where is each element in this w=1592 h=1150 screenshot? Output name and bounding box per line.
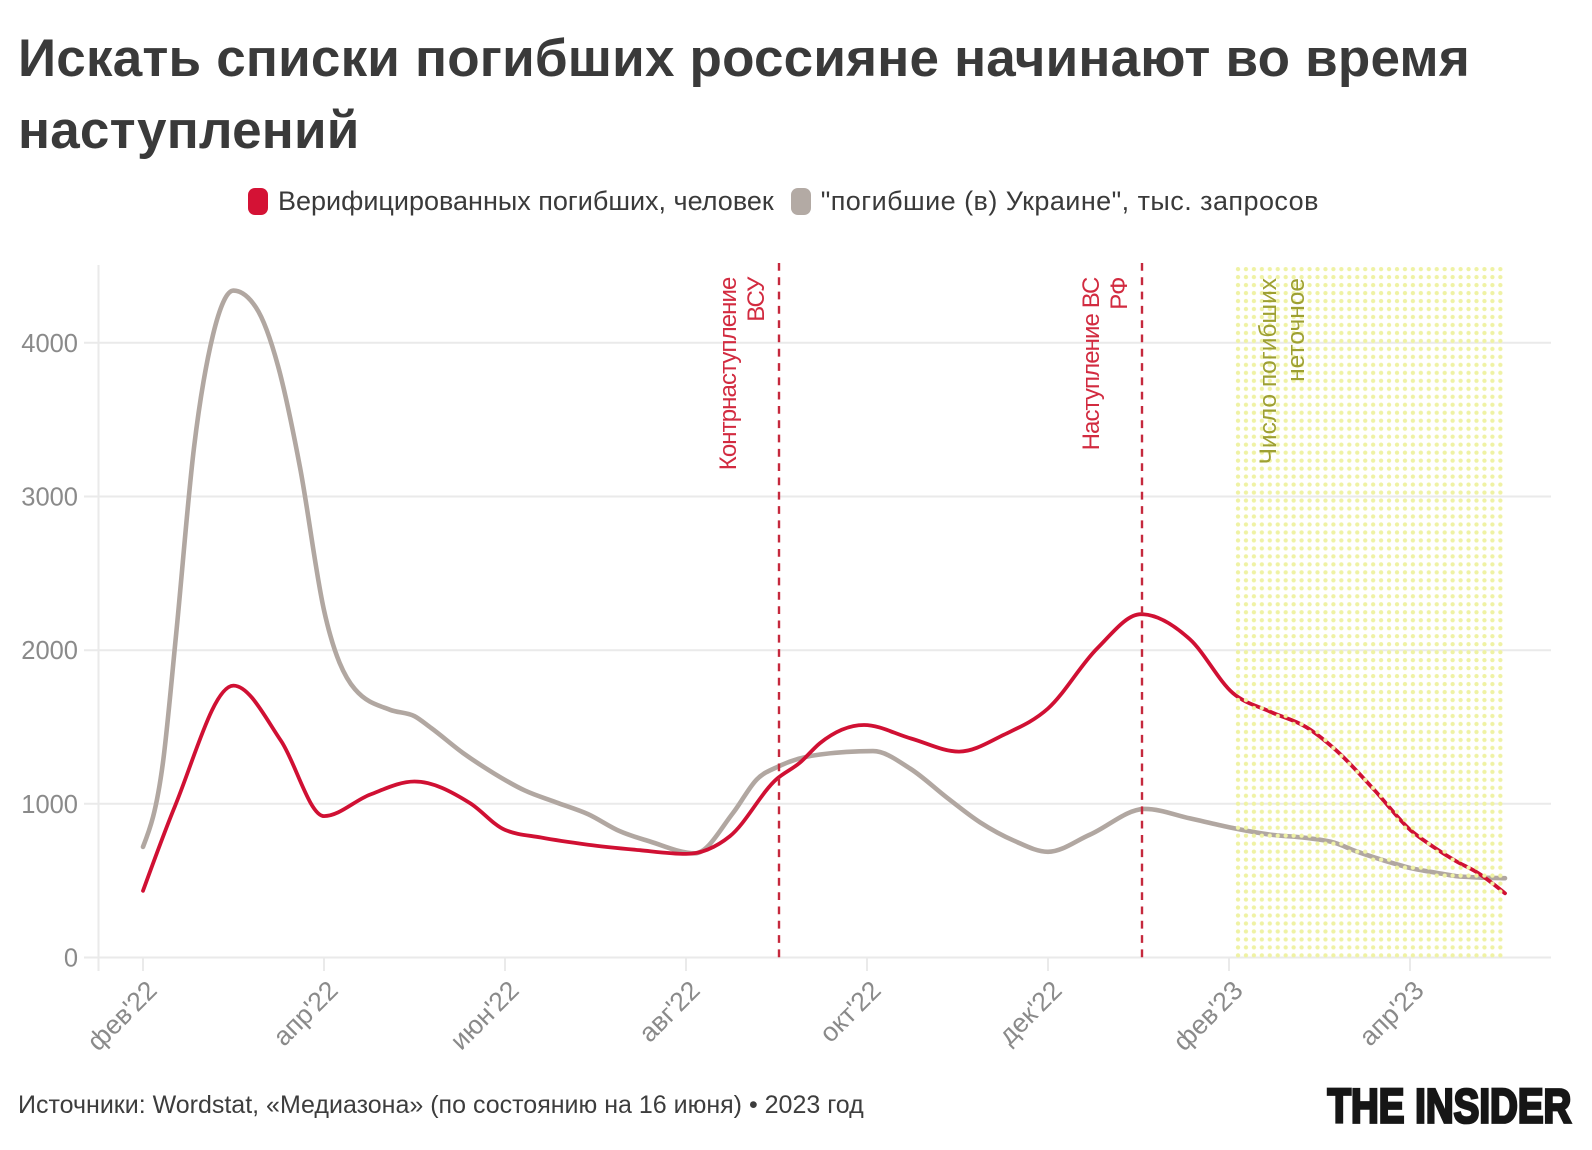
svg-text:Число погибших: Число погибших xyxy=(1255,278,1282,464)
svg-text:фев'22: фев'22 xyxy=(81,975,162,1056)
svg-text:окт'22: окт'22 xyxy=(814,975,887,1048)
svg-text:июн'22: июн'22 xyxy=(444,975,525,1056)
svg-text:1000: 1000 xyxy=(21,791,78,819)
svg-text:апр'23: апр'23 xyxy=(1353,975,1430,1052)
svg-text:неточное: неточное xyxy=(1283,278,1310,382)
svg-text:0: 0 xyxy=(64,945,78,973)
svg-text:2000: 2000 xyxy=(21,637,78,665)
svg-text:авг'22: авг'22 xyxy=(633,975,706,1048)
svg-text:дек'22: дек'22 xyxy=(992,975,1067,1050)
svg-text:Контрнаступление: Контрнаступление xyxy=(715,277,742,470)
svg-text:апр'22: апр'22 xyxy=(267,975,344,1052)
svg-text:3000: 3000 xyxy=(21,484,78,512)
svg-text:Наступление ВС: Наступление ВС xyxy=(1078,277,1105,450)
svg-text:фев'23: фев'23 xyxy=(1167,975,1248,1056)
svg-text:ВСУ: ВСУ xyxy=(743,276,770,322)
svg-text:THE INSIDER: THE INSIDER xyxy=(1328,1081,1572,1134)
svg-text:4000: 4000 xyxy=(21,330,78,358)
svg-text:РФ: РФ xyxy=(1106,278,1133,310)
